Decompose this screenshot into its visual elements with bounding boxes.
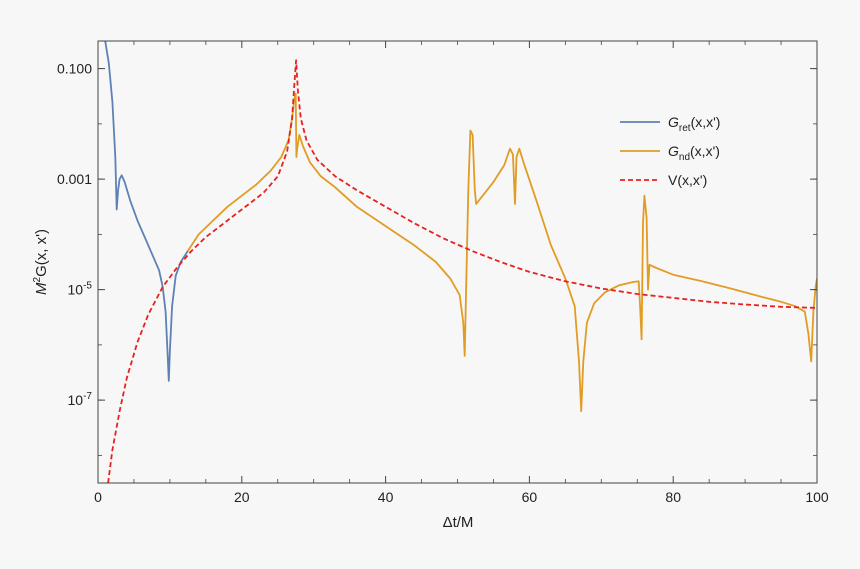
x-tick-label: 20 <box>234 489 250 505</box>
y-tick-label: 10-7 <box>68 391 93 408</box>
y-axis-label-rest: G(x, x') <box>33 229 50 277</box>
legend: Gret(x,x') Gnd(x,x') V(x,x') <box>620 114 720 188</box>
legend-label-1: Gnd(x,x') <box>668 143 720 163</box>
y-axis-label: M2G(x, x') <box>32 229 50 295</box>
series-line-1 <box>187 92 817 413</box>
series-layer <box>104 41 817 483</box>
y-tick-label: 0.100 <box>57 61 92 77</box>
x-axis: 0 20 40 60 80 100 <box>94 41 829 505</box>
x-axis-label: Δt/M <box>443 514 474 531</box>
series-line-2 <box>107 59 817 483</box>
y-axis-label-base: M <box>33 282 50 295</box>
x-tick-label: 40 <box>378 489 394 505</box>
y-tick-label: 10-5 <box>68 281 93 298</box>
y-axis: 0.100 0.001 10-5 10-7 <box>57 61 817 456</box>
x-tick-label: 60 <box>522 489 538 505</box>
x-tick-label: 100 <box>805 489 829 505</box>
series-line-0 <box>104 41 189 382</box>
y-tick-label: 0.001 <box>57 171 92 187</box>
x-tick-label: 0 <box>94 489 102 505</box>
y-axis-label-sup: 2 <box>32 276 43 282</box>
legend-label-2: V(x,x') <box>668 172 707 188</box>
x-tick-label: 80 <box>665 489 681 505</box>
legend-label-0: Gret(x,x') <box>668 114 720 134</box>
